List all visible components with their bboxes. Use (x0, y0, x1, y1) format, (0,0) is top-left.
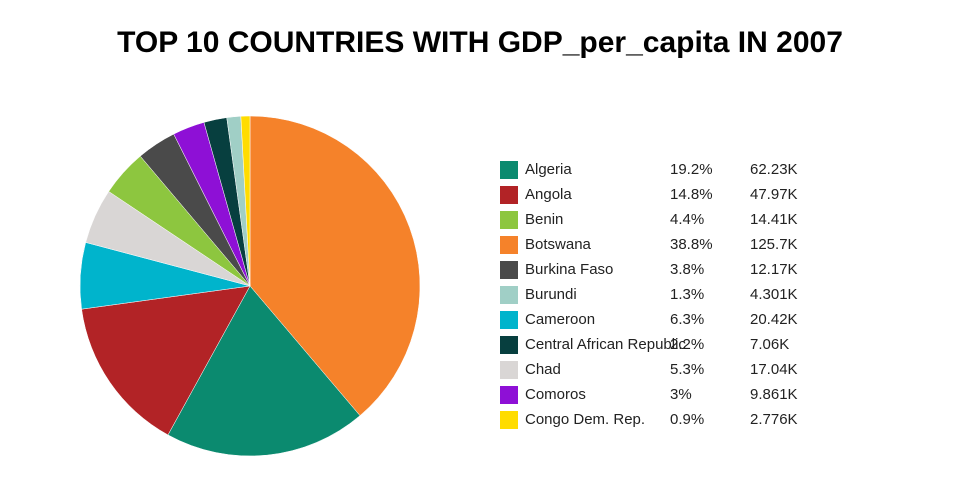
legend-percent: 4.4% (670, 211, 704, 228)
legend-percent: 3% (670, 386, 692, 403)
legend-swatch (500, 336, 518, 354)
legend-swatch (500, 386, 518, 404)
legend-label: Botswana (525, 236, 592, 253)
legend-percent: 14.8% (670, 186, 713, 203)
legend-value: 12.17K (750, 261, 798, 278)
legend-swatch (500, 161, 518, 179)
legend-label: Chad (525, 361, 561, 378)
legend-value: 17.04K (750, 361, 798, 378)
chart-title: TOP 10 COUNTRIES WITH GDP_per_capita IN … (117, 26, 843, 59)
legend-percent: 1.3% (670, 286, 704, 303)
legend-value: 9.861K (750, 386, 798, 403)
legend-label: Angola (525, 186, 572, 203)
legend-value: 20.42K (750, 311, 798, 328)
legend-percent: 38.8% (670, 236, 713, 253)
legend-value: 62.23K (750, 161, 798, 178)
legend-value: 125.7K (750, 236, 798, 253)
legend-swatch (500, 211, 518, 229)
pie-slice (167, 285, 361, 457)
legend-label: Congo Dem. Rep. (525, 411, 645, 428)
legend-label: Benin (525, 211, 563, 228)
pie-slice (81, 285, 251, 436)
legend-percent: 6.3% (670, 311, 704, 328)
legend-percent: 5.3% (670, 361, 704, 378)
legend-label: Comoros (525, 386, 586, 403)
legend-percent: 0.9% (670, 411, 704, 428)
legend-value: 7.06K (750, 336, 789, 353)
pie-slice (240, 115, 251, 287)
legend-label: Cameroon (525, 311, 595, 328)
legend-swatch (500, 361, 518, 379)
legend-label: Burundi (525, 286, 577, 303)
legend-label: Central African Republic (525, 336, 686, 353)
legend-swatch (500, 236, 518, 254)
legend-swatch (500, 261, 518, 279)
legend-percent: 3.8% (670, 261, 704, 278)
legend-value: 2.776K (750, 411, 798, 428)
legend-value: 14.41K (750, 211, 798, 228)
legend-value: 4.301K (750, 286, 798, 303)
legend-swatch (500, 311, 518, 329)
legend-percent: 2.2% (670, 336, 704, 353)
legend-swatch (500, 286, 518, 304)
legend-swatch (500, 411, 518, 429)
legend-value: 47.97K (750, 186, 798, 203)
pie-slice (249, 115, 421, 416)
legend-swatch (500, 186, 518, 204)
legend-label: Algeria (525, 161, 572, 178)
legend-percent: 19.2% (670, 161, 713, 178)
legend-label: Burkina Faso (525, 261, 613, 278)
